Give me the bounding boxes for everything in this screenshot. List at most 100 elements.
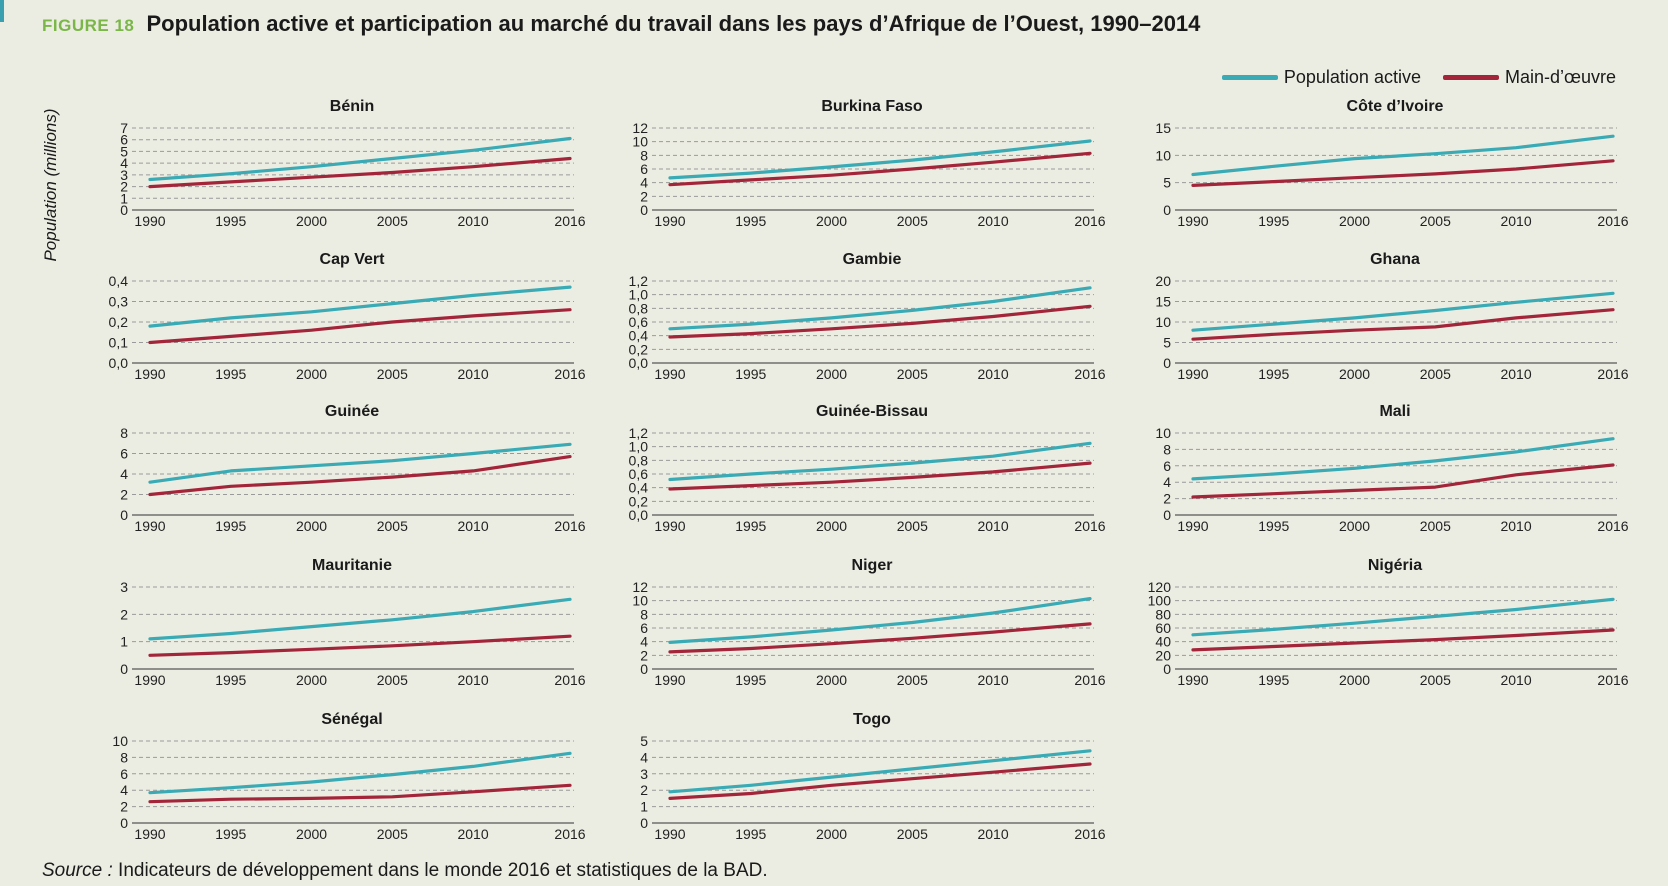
figure-title-text: Population active et participation au ma… [146, 11, 1201, 36]
x-tick-label: 2000 [1339, 672, 1370, 688]
chart-title: Cap Vert [320, 251, 386, 268]
x-tick-label: 2016 [1074, 518, 1105, 534]
x-tick-label: 1995 [215, 518, 246, 534]
x-tick-label: 2000 [816, 366, 847, 382]
y-tick-label: 6 [120, 766, 128, 782]
x-tick-label: 2000 [816, 213, 847, 229]
y-tick-label: 0 [640, 202, 648, 218]
series-line-main-d-oeuvre [668, 151, 1092, 187]
series-line-population-active [668, 441, 1092, 482]
x-tick-label: 2000 [296, 672, 327, 688]
x-tick-label: 1990 [1177, 366, 1208, 382]
chart-title: Togo [853, 711, 891, 728]
y-tick-label: 20 [1155, 273, 1171, 289]
series-line-population-active [1191, 597, 1615, 637]
series-line-main-d-oeuvre [1191, 159, 1615, 187]
series-line-main-d-oeuvre [668, 461, 1092, 491]
x-tick-label: 2005 [897, 518, 928, 534]
y-tick-label: 0 [120, 507, 128, 523]
y-tick-label: 8 [640, 147, 648, 163]
x-tick-label: 2005 [1420, 518, 1451, 534]
x-tick-label: 2000 [296, 366, 327, 382]
series-line-main-d-oeuvre [1191, 463, 1615, 499]
y-tick-label: 15 [1155, 294, 1171, 310]
x-tick-label: 2000 [1339, 213, 1370, 229]
x-tick-label: 2010 [1500, 518, 1531, 534]
y-tick-label: 6 [120, 132, 128, 148]
y-tick-label: 5 [120, 143, 128, 159]
y-tick-label: 0 [1163, 202, 1171, 218]
series-line-population-active [1191, 291, 1615, 332]
y-tick-label: 0,0 [109, 355, 129, 371]
x-tick-label: 2016 [1597, 518, 1628, 534]
x-tick-label: 1990 [654, 826, 685, 842]
x-tick-label: 1990 [1177, 213, 1208, 229]
chart-title: Ghana [1370, 251, 1420, 268]
y-tick-label: 7 [120, 120, 128, 136]
x-tick-label: 1995 [1258, 518, 1289, 534]
x-tick-label: 1995 [1258, 213, 1289, 229]
x-tick-label: 2000 [816, 826, 847, 842]
y-tick-label: 0 [640, 815, 648, 831]
x-tick-label: 2005 [897, 366, 928, 382]
y-tick-label: 1,0 [629, 439, 649, 455]
source-text: Indicateurs de développement dans le mon… [118, 860, 768, 881]
y-tick-label: 8 [120, 749, 128, 765]
x-tick-label: 2010 [457, 672, 488, 688]
y-tick-label: 0 [1163, 661, 1171, 677]
y-tick-label: 0 [1163, 507, 1171, 523]
y-tick-label: 0,2 [629, 493, 649, 509]
y-tick-label: 20 [1155, 647, 1171, 663]
y-tick-label: 0 [640, 661, 648, 677]
x-tick-label: 1990 [654, 213, 685, 229]
y-tick-label: 2 [120, 487, 128, 503]
y-tick-label: 0 [120, 202, 128, 218]
x-tick-label: 2016 [554, 213, 585, 229]
chart-title: Bénin [330, 98, 374, 115]
series-line-main-d-oeuvre [148, 455, 572, 497]
chart-title: Burkina Faso [821, 98, 923, 115]
y-tick-label: 0,4 [629, 328, 649, 344]
y-tick-label: 0,3 [109, 294, 129, 310]
x-tick-label: 2005 [897, 826, 928, 842]
y-tick-label: 8 [120, 425, 128, 441]
chart-title: Guinée-Bissau [816, 403, 928, 420]
x-tick-label: 1990 [1177, 518, 1208, 534]
y-tick-label: 1,2 [629, 273, 649, 289]
chart-cap-vert: Cap Vert 0,0 0,1 0,2 0,3 0,4 1990 1995 2000 2005 2… [109, 251, 586, 382]
x-tick-label: 2016 [1074, 672, 1105, 688]
chart-title: Nigéria [1368, 557, 1422, 574]
x-tick-label: 1990 [134, 826, 165, 842]
y-tick-label: 10 [632, 134, 648, 150]
series-line-main-d-oeuvre [148, 634, 572, 657]
chart-mauritanie: Mauritanie 0 1 2 3 1990 1995 2000 2005 2010 2016 [120, 557, 586, 688]
x-tick-label: 1995 [735, 518, 766, 534]
x-tick-label: 1995 [215, 213, 246, 229]
x-tick-label: 2010 [457, 826, 488, 842]
x-tick-label: 2016 [1074, 366, 1105, 382]
y-tick-label: 12 [632, 120, 648, 136]
y-tick-label: 1 [120, 190, 128, 206]
y-tick-label: 2 [120, 606, 128, 622]
x-tick-label: 2010 [457, 366, 488, 382]
source-label: Source : [42, 860, 113, 881]
x-tick-label: 2010 [457, 518, 488, 534]
chart-title: Niger [852, 557, 893, 574]
y-tick-label: 2 [120, 799, 128, 815]
x-tick-label: 1990 [134, 672, 165, 688]
series-line-population-active [148, 136, 572, 182]
x-tick-label: 2010 [1500, 672, 1531, 688]
y-tick-label: 0,1 [109, 335, 129, 351]
x-tick-label: 2000 [296, 826, 327, 842]
x-tick-label: 2010 [977, 366, 1008, 382]
y-tick-label: 4 [1163, 474, 1171, 490]
x-tick-label: 1995 [1258, 366, 1289, 382]
x-tick-label: 2000 [1339, 366, 1370, 382]
x-tick-label: 2005 [1420, 366, 1451, 382]
y-tick-label: 6 [640, 161, 648, 177]
x-tick-label: 1990 [134, 518, 165, 534]
x-tick-label: 2005 [377, 366, 408, 382]
figure-label: FIGURE 18 [42, 16, 135, 35]
